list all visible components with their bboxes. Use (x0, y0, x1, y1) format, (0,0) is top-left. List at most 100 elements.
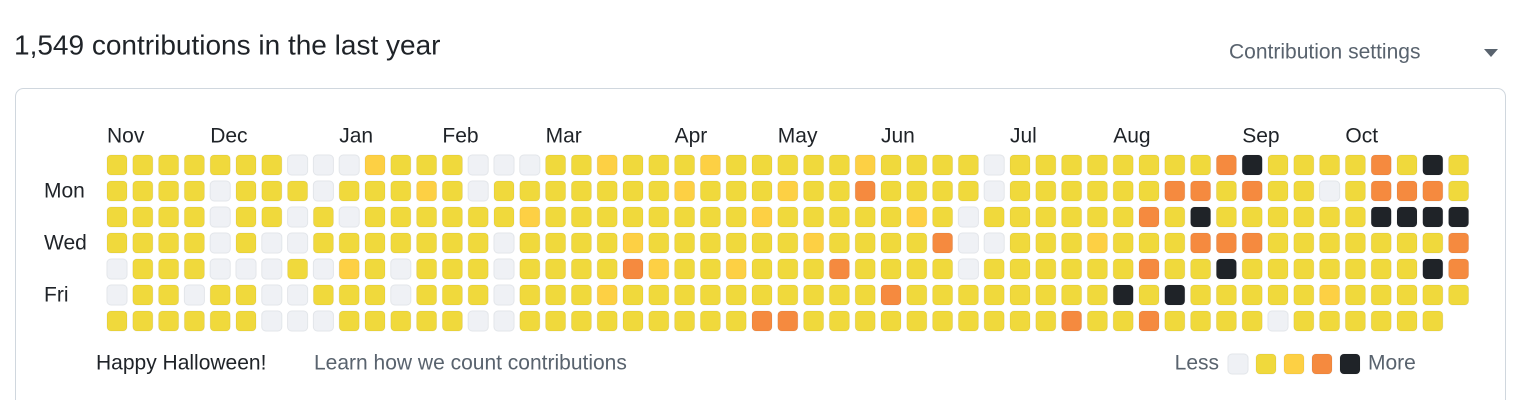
contribution-cell (957, 310, 979, 332)
contribution-cell (106, 180, 128, 202)
contribution-cell (570, 154, 592, 176)
contribution-cell (364, 284, 386, 306)
contribution-cell (854, 154, 876, 176)
contribution-cell (235, 232, 257, 254)
month-label: Aug (1113, 125, 1150, 148)
contribution-cell (235, 206, 257, 228)
contribution-cell (648, 310, 670, 332)
contribution-cell (467, 284, 489, 306)
contribution-cell (416, 310, 438, 332)
contribution-cell (674, 310, 696, 332)
contribution-cell (1396, 310, 1418, 332)
contribution-cell (1086, 232, 1108, 254)
contribution-cell (1112, 258, 1134, 280)
contribution-cell (493, 232, 515, 254)
contribution-cell (1370, 180, 1392, 202)
legend-more: More (1368, 352, 1416, 375)
contribution-cell (725, 258, 747, 280)
contribution-cell (725, 154, 747, 176)
contribution-cell (1448, 284, 1470, 306)
contribution-cell (803, 154, 825, 176)
contribution-cell (441, 310, 463, 332)
contribution-cell (132, 284, 154, 306)
contribution-cell (364, 206, 386, 228)
contribution-cell (828, 310, 850, 332)
contribution-cell (132, 232, 154, 254)
contribution-cell (1396, 284, 1418, 306)
contribution-cell (1190, 232, 1212, 254)
month-label: May (778, 125, 818, 148)
contribution-cell (1215, 154, 1237, 176)
contribution-cell (674, 154, 696, 176)
title: 1,549 contributions in the last year (14, 29, 440, 60)
contribution-cell (777, 180, 799, 202)
contribution-cell (1112, 180, 1134, 202)
month-label: Jul (1010, 125, 1037, 148)
contribution-cell (1164, 310, 1186, 332)
contribution-cell (932, 310, 954, 332)
contribution-cell (158, 154, 180, 176)
contribution-cell (1009, 232, 1031, 254)
contribution-cell (1138, 310, 1160, 332)
contribution-cell (828, 180, 850, 202)
contribution-cell (1241, 180, 1263, 202)
contribution-cell (1319, 258, 1341, 280)
contribution-cell (132, 154, 154, 176)
contribution-cell (1061, 180, 1083, 202)
contribution-cell (957, 232, 979, 254)
contribution-cell (1448, 206, 1470, 228)
contribution-cell (596, 258, 618, 280)
contribution-cell (880, 284, 902, 306)
contribution-cell (1422, 206, 1444, 228)
contribution-cell (235, 258, 257, 280)
contribution-cell (1267, 310, 1289, 332)
contribution-cell (570, 206, 592, 228)
contribution-cell (287, 206, 309, 228)
contribution-cell (570, 258, 592, 280)
contribution-cell (1319, 232, 1341, 254)
contribution-cell (725, 232, 747, 254)
contribution-cell (699, 310, 721, 332)
contribution-cell (390, 258, 412, 280)
contribution-cell (519, 258, 541, 280)
contribution-cell (1448, 232, 1470, 254)
contribution-cell (338, 310, 360, 332)
contribution-cell (158, 284, 180, 306)
contribution-cell (1448, 180, 1470, 202)
contribution-cell (699, 232, 721, 254)
contribution-cell (1293, 310, 1315, 332)
contribution-cell (1319, 284, 1341, 306)
contribution-cell (803, 310, 825, 332)
contribution-cell (441, 258, 463, 280)
contribution-cell (1138, 180, 1160, 202)
legend-swatch (1311, 353, 1333, 375)
contribution-cell (1164, 180, 1186, 202)
settings-button[interactable]: Contribution settings (1229, 41, 1420, 64)
contribution-cell (699, 154, 721, 176)
contribution-cell (1164, 206, 1186, 228)
contribution-cell (1190, 310, 1212, 332)
learn-link[interactable]: Learn how we count contributions (314, 352, 627, 375)
contribution-cell (1344, 310, 1366, 332)
contribution-cell (1344, 180, 1366, 202)
contribution-cell (854, 232, 876, 254)
contribution-cell (1267, 180, 1289, 202)
contribution-cell (287, 258, 309, 280)
contribution-cell (158, 310, 180, 332)
contribution-cell (1293, 232, 1315, 254)
contribution-cell (338, 154, 360, 176)
contribution-cell (699, 206, 721, 228)
contribution-cell (467, 232, 489, 254)
contribution-cell (493, 206, 515, 228)
contribution-cell (545, 154, 567, 176)
contribution-cell (1370, 258, 1392, 280)
contribution-cell (132, 206, 154, 228)
contribution-cell (467, 206, 489, 228)
contribution-cell (493, 258, 515, 280)
settings-caret[interactable] (1484, 49, 1498, 57)
contribution-cell (1086, 258, 1108, 280)
contribution-cell (261, 180, 283, 202)
contribution-cell (751, 310, 773, 332)
contribution-cell (1086, 154, 1108, 176)
contribution-cell (1035, 310, 1057, 332)
